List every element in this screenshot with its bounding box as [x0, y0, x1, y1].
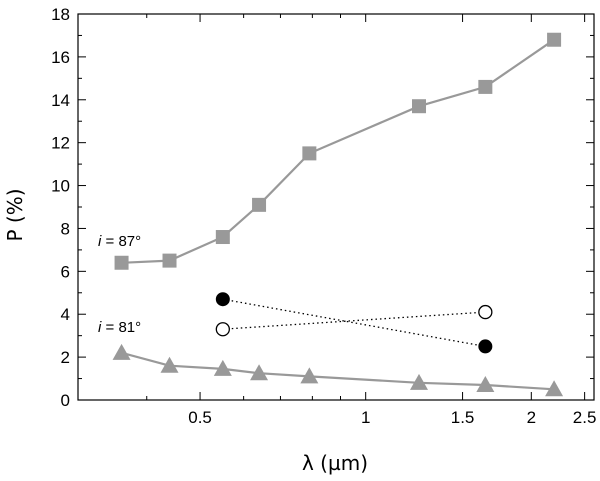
y-tick-label: 18: [51, 5, 70, 24]
x-tick-label: 2: [527, 408, 536, 427]
series-line-1: [121, 351, 555, 391]
filled-circle-marker: [215, 292, 230, 307]
triangle-marker: [250, 364, 269, 381]
square-marker: [215, 230, 230, 245]
plot-frame: [77, 13, 595, 401]
annotation-i-87: i = 87°: [98, 233, 141, 250]
filled-circle-marker: [478, 339, 493, 354]
y-tick-label: 12: [51, 134, 70, 153]
x-tick-label: 1: [361, 408, 370, 427]
triangle-marker: [213, 359, 232, 376]
x-tick-label: 2.5: [573, 408, 597, 427]
square-marker: [547, 32, 562, 47]
series-line-2: [222, 298, 486, 348]
square-marker: [162, 253, 177, 268]
triangle-marker: [112, 343, 131, 360]
triangle-marker: [160, 356, 179, 373]
y-tick-label: 0: [61, 391, 70, 410]
square-marker: [478, 79, 493, 94]
annotation-i-81: i = 81°: [98, 319, 141, 336]
y-tick-label: 2: [61, 348, 70, 367]
y-tick-label: 16: [51, 48, 70, 67]
x-axis-title: λ (µm): [302, 451, 368, 475]
plot-area: 0 2 4 6 8 10 12 14 16 18 0.5 1 1.5 2 2.5: [51, 5, 596, 427]
y-tick-label: 6: [61, 262, 70, 281]
y-tick-label: 14: [51, 91, 70, 110]
y-tick-label: 8: [61, 219, 70, 238]
y-tick-label: 10: [51, 177, 70, 196]
series-line-0: [121, 38, 555, 264]
square-marker: [302, 146, 317, 161]
y-tick-label: 4: [61, 305, 70, 324]
x-tick-label: 1.5: [451, 408, 475, 427]
series-line-3: [222, 311, 486, 330]
y-axis-title: P (%): [3, 188, 27, 241]
triangle-marker: [476, 375, 495, 392]
triangle-marker: [300, 367, 319, 384]
square-marker: [412, 99, 427, 114]
triangle-marker: [410, 373, 429, 390]
x-tick-label: 0.5: [188, 408, 212, 427]
open-circle-marker: [478, 304, 493, 320]
open-circle-marker: [215, 322, 230, 337]
square-marker: [252, 197, 267, 212]
square-marker: [114, 255, 129, 270]
triangle-marker: [545, 380, 564, 397]
